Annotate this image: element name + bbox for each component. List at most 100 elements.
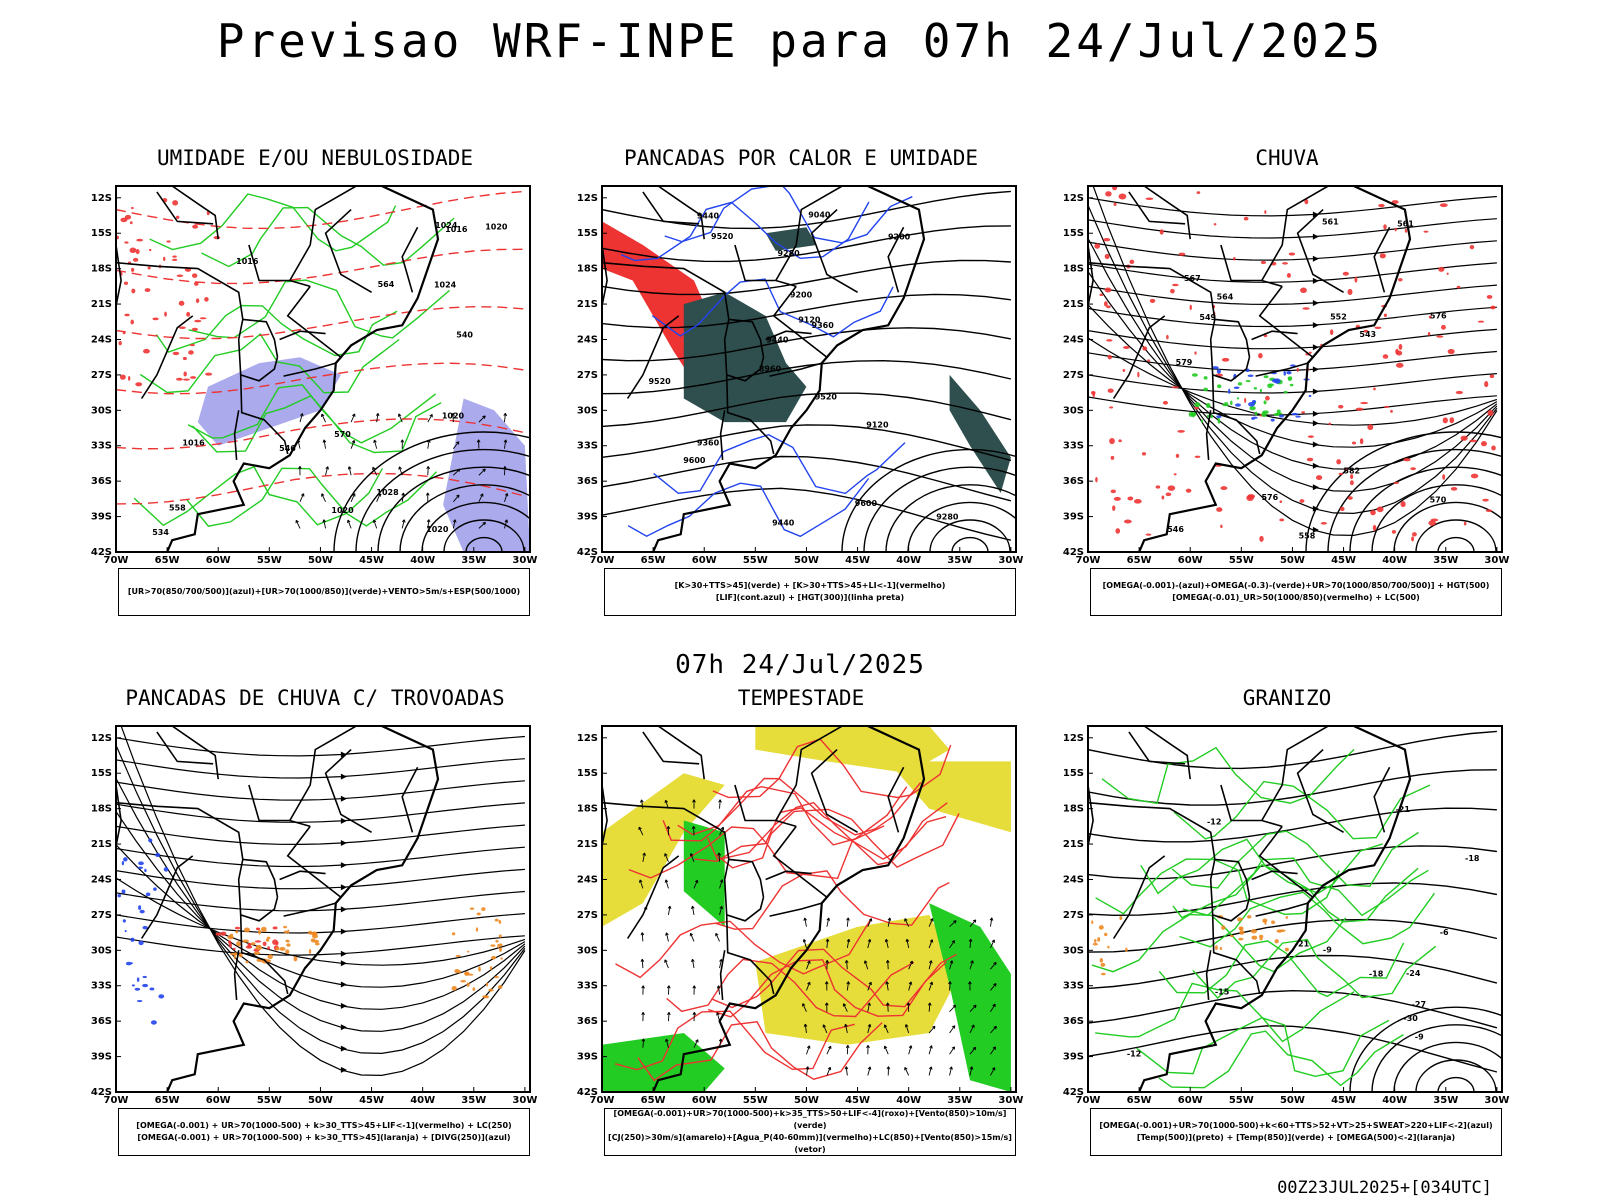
streamline	[1088, 306, 1497, 328]
lon-tick-label: 55W	[257, 1095, 282, 1106]
lon-tick-label: 55W	[1229, 555, 1254, 566]
wind-vector	[689, 932, 695, 942]
red-area	[1194, 455, 1201, 458]
wind-vector	[990, 1025, 997, 1034]
lon-tick-label: 30W	[512, 1095, 537, 1106]
blue-area	[158, 994, 165, 999]
state-border	[1212, 356, 1251, 382]
state-border	[233, 950, 240, 1000]
streamline-arrow	[340, 1045, 347, 1052]
state-border	[642, 191, 700, 225]
red-area	[1307, 435, 1314, 438]
wind-vector	[426, 519, 431, 529]
blue-area	[137, 866, 144, 869]
red-area	[1355, 407, 1364, 411]
green-contour	[155, 304, 398, 357]
red-area	[1115, 528, 1121, 534]
legend-box: [OMEGA(-0.001)-(azul)+OMEGA(-0.3)-(verde…	[1090, 568, 1502, 616]
wind-vector	[325, 466, 329, 476]
red-area	[1149, 298, 1156, 303]
red-area	[1141, 452, 1146, 456]
state-border	[769, 902, 823, 917]
red-area	[1301, 411, 1306, 414]
red-area	[1109, 406, 1114, 409]
blue-area	[1247, 374, 1254, 378]
red-area	[1107, 354, 1112, 360]
temp500-contour	[1088, 882, 1498, 917]
wind-vector	[717, 852, 721, 862]
red-area	[1328, 422, 1332, 426]
lat-tick-label: 15S	[91, 768, 112, 779]
red-area	[1382, 354, 1389, 359]
contour-label: 570	[334, 430, 351, 439]
orange-area	[454, 969, 460, 974]
lat-tick-label: 42S	[577, 547, 598, 558]
orange-area	[238, 953, 243, 958]
lat-tick-label: 15S	[1063, 228, 1084, 239]
wind-vector	[904, 1066, 910, 1076]
red-area	[193, 281, 199, 286]
red-area	[144, 288, 151, 293]
contour-label: 9120	[798, 316, 821, 325]
state-border	[734, 244, 797, 288]
wind-vector	[990, 983, 997, 991]
state-border	[1211, 914, 1261, 995]
lon-tick-label: 65W	[155, 555, 180, 566]
streamline-red	[637, 1021, 883, 1082]
wind-vector	[503, 412, 508, 423]
coastline	[652, 186, 926, 552]
red-area	[1110, 455, 1115, 460]
red-area	[1090, 390, 1096, 395]
lon-tick-label: 45W	[845, 555, 870, 566]
lat-tick-label: 27S	[91, 370, 112, 381]
state-border	[726, 896, 765, 922]
streamline-arrow	[340, 840, 347, 847]
lon-tick-label: 70W	[590, 1095, 615, 1106]
red-area	[1221, 357, 1230, 362]
red-area	[147, 266, 151, 270]
red-area	[164, 311, 167, 317]
red-area	[1099, 293, 1104, 297]
lat-tick-label: 39S	[1063, 512, 1084, 523]
streamline	[1088, 373, 1497, 394]
wind-vector	[846, 981, 851, 991]
red-area	[1446, 272, 1449, 276]
blue-area	[131, 984, 135, 987]
legend-line: [OMEGA(-0.001)+UR>70(1000-500)+k<60+TTS>…	[1099, 1121, 1493, 1130]
temp500-contour	[1371, 1024, 1502, 1092]
contour-label: -9	[1415, 1032, 1424, 1041]
wind-vector	[969, 1024, 975, 1034]
red-area	[1336, 459, 1342, 465]
green-area	[1203, 387, 1209, 392]
orange-area	[475, 927, 479, 932]
wind-vector	[666, 825, 671, 836]
green-area	[1283, 390, 1288, 394]
wind-vector	[295, 519, 301, 529]
red-area	[1246, 495, 1254, 501]
red-area	[213, 236, 221, 240]
lon-tick-label: 30W	[512, 555, 537, 566]
red-area	[129, 247, 137, 254]
wind-vector	[401, 492, 405, 502]
wind-vector	[689, 853, 695, 862]
state-border	[1251, 870, 1298, 881]
contour-label: 564	[1217, 292, 1234, 301]
height-contour	[1393, 501, 1502, 552]
lat-tick-label: 39S	[577, 1052, 598, 1063]
height-contour	[602, 225, 1011, 263]
blue-area	[148, 838, 153, 843]
contour-label: -12	[1127, 1050, 1141, 1059]
contour-label: 1016	[445, 225, 468, 234]
red-area	[1469, 244, 1475, 250]
lat-tick-label: 18S	[1063, 804, 1084, 815]
wind-vector	[427, 413, 433, 423]
wind-area	[683, 820, 725, 927]
wind-vector	[866, 1044, 870, 1055]
lat-tick-label: 12S	[1063, 193, 1084, 204]
wind-vector	[928, 1025, 936, 1034]
lon-tick-label: 45W	[845, 1095, 870, 1106]
orange-area	[1285, 915, 1288, 919]
state-border	[1205, 410, 1212, 460]
red-area	[1427, 331, 1431, 336]
red-area	[1359, 438, 1364, 445]
